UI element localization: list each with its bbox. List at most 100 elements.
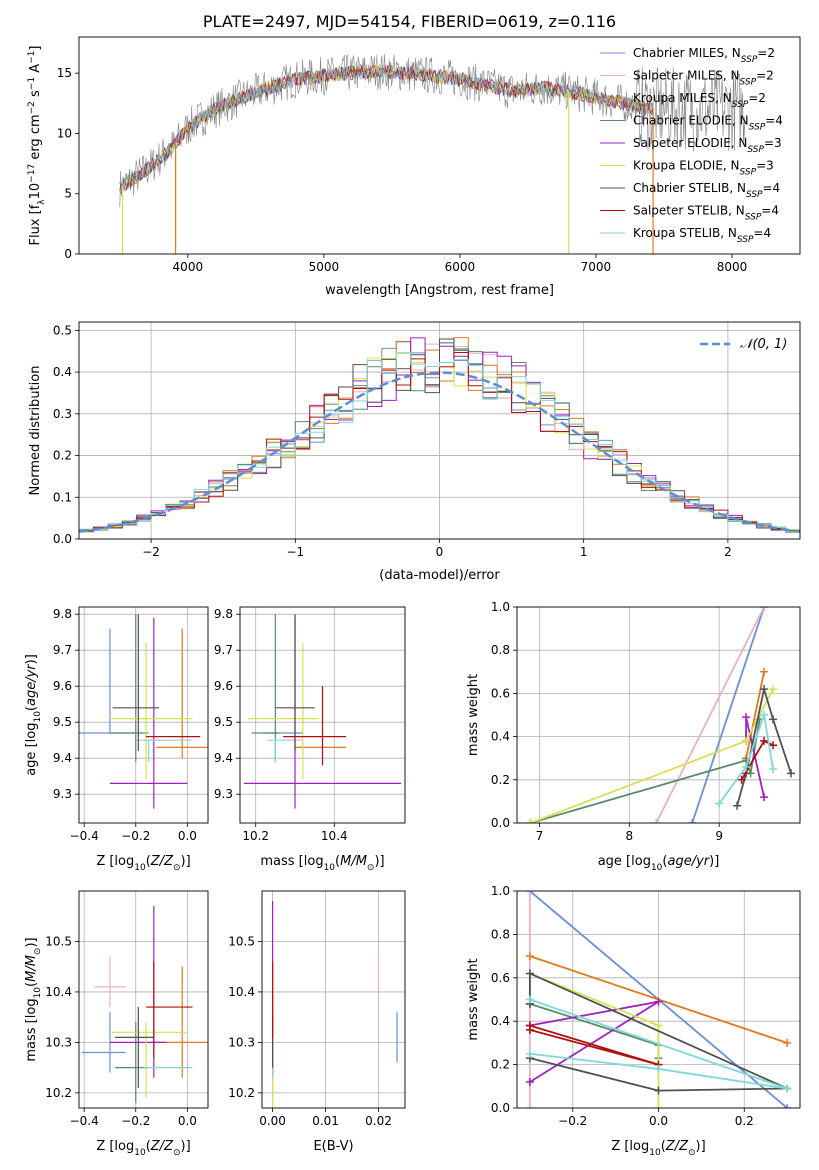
series-marker bbox=[783, 1038, 792, 1047]
series-salpeter-miles bbox=[652, 607, 769, 823]
axes-frame bbox=[239, 606, 406, 824]
series-kroupa-stelib bbox=[525, 995, 792, 1093]
point-chabrier-elodie bbox=[109, 614, 149, 762]
series-marker bbox=[760, 711, 769, 719]
y-tick-label: 10 bbox=[57, 126, 72, 140]
series-kroupa-stelib bbox=[715, 711, 778, 808]
panel-residuals: −2 −1 0 1 2 0.0 0.1 0.2 0.3 0.4 0.5 (data-model)/er… bbox=[28, 321, 801, 583]
point-kroupa-miles bbox=[151, 966, 208, 1078]
y-tick-label: 0.4 bbox=[491, 1014, 510, 1028]
model-spectrum-kroupa-stelib bbox=[119, 66, 654, 192]
series-marker bbox=[742, 762, 751, 771]
x-tick-label: 0.0 bbox=[649, 1114, 668, 1128]
point-salpeter-elodie bbox=[109, 617, 188, 809]
y-tick-label: 9.8 bbox=[214, 607, 233, 621]
point-kroupa-elodie bbox=[109, 643, 193, 780]
point-salpeter-miles bbox=[94, 956, 126, 1008]
axes-frame bbox=[78, 36, 801, 255]
y-tick-label: 0.2 bbox=[491, 773, 510, 787]
x-tick-label: 6000 bbox=[445, 260, 476, 274]
x-axis-label: (data-model)/error bbox=[379, 568, 500, 583]
model-spectrum-chabrier-miles bbox=[119, 63, 654, 192]
y-tick-label: 0.2 bbox=[491, 1058, 510, 1072]
point-kroupa-elodie bbox=[109, 1022, 188, 1098]
histogram-salpeter-stelib bbox=[79, 352, 800, 533]
point-kroupa-stelib bbox=[143, 739, 193, 762]
series-marker bbox=[654, 1021, 663, 1030]
x-tick-label: −2 bbox=[142, 545, 160, 559]
x-tick-label: −0.2 bbox=[558, 1114, 587, 1128]
y-tick-label: 10.4 bbox=[45, 985, 72, 999]
panel-age_vs_Z: −0.4 −0.2 0.0 9.3 9.4 9.5 9.6 9.7 9.8 Z [log10(Z/… bbox=[24, 606, 209, 873]
series-marker bbox=[525, 1077, 534, 1086]
series-marker bbox=[787, 769, 796, 778]
y-tick-label: 9.8 bbox=[53, 607, 72, 621]
series-kroupa-elodie bbox=[526, 685, 778, 823]
x-axis-label: Z [log10(Z/Z⊙)] bbox=[611, 1139, 705, 1158]
y-tick-label: 0.1 bbox=[53, 490, 72, 504]
x-axis-label: wavelength [Angstrom, rest frame] bbox=[325, 283, 554, 298]
panel-mass_vs_Z: −0.4 −0.2 0.0 10.2 10.3 10.4 10.5 Z [log10(Z/Z⊙… bbox=[24, 890, 209, 1158]
y-tick-label: 0.4 bbox=[53, 365, 72, 379]
series-marker bbox=[525, 952, 534, 961]
legend: Chabrier MILES, NSSP=2 Salpeter MILES, NS… bbox=[600, 46, 783, 245]
series-marker bbox=[526, 819, 535, 823]
point-chabrier-elodie bbox=[115, 1022, 149, 1103]
model-spectrum-chabrier-stelib bbox=[119, 64, 654, 193]
point-chabrier-stelib bbox=[275, 614, 315, 751]
series-line bbox=[529, 1024, 659, 1066]
x-tick-label: 7000 bbox=[581, 260, 612, 274]
x-axis-label: age [log10(age/yr)] bbox=[598, 854, 720, 873]
series-marker bbox=[769, 685, 778, 694]
y-tick-label: 9.6 bbox=[214, 679, 233, 693]
weight-lines bbox=[525, 891, 792, 1108]
x-tick-label: 0.02 bbox=[365, 1114, 392, 1128]
series-marker bbox=[769, 765, 778, 773]
series-marker bbox=[654, 1104, 663, 1108]
panel-massweight_vs_Z: −0.2 0.0 0.2 0.0 0.2 0.4 0.6 0.8 1.0 Z [log10(Z/Z… bbox=[466, 884, 801, 1158]
series-marker bbox=[769, 741, 778, 750]
point-kroupa-stelib bbox=[267, 739, 292, 762]
series-marker bbox=[715, 799, 724, 808]
y-tick-label: 10.3 bbox=[45, 1035, 72, 1049]
y-tick-label: 9.7 bbox=[214, 643, 233, 657]
y-tick-label: 9.3 bbox=[214, 787, 233, 801]
panel-spectrum: 4000 5000 6000 7000 8000 0 5 10 15 wavelength [An… bbox=[27, 36, 801, 298]
y-tick-label: 0.6 bbox=[491, 686, 510, 700]
legend-label: Kroupa MILES, NSSP=2 bbox=[633, 91, 766, 110]
y-tick-label: 9.7 bbox=[53, 643, 72, 657]
model-spectrum-salpeter-miles bbox=[119, 64, 654, 190]
legend-label: Chabrier MILES, NSSP=2 bbox=[633, 46, 775, 65]
series-marker bbox=[525, 995, 534, 1004]
legend-label: 𝒩(0, 1) bbox=[740, 337, 787, 352]
axes-frame bbox=[261, 890, 406, 1109]
y-tick-label: 9.5 bbox=[214, 715, 233, 729]
panel-age_vs_mass: 10.2 10.4 9.3 9.4 9.5 9.6 9.7 9.8 mass [log10(M/… bbox=[214, 606, 406, 873]
y-tick-label: 9.4 bbox=[214, 751, 233, 765]
legend-label: Kroupa STELIB, NSSP=4 bbox=[633, 226, 771, 245]
series-line bbox=[745, 671, 765, 759]
y-axis-label: mass [log10(M/M⊙)] bbox=[24, 937, 43, 1061]
legend-label: Salpeter ELODIE, NSSP=3 bbox=[633, 136, 782, 155]
error-bars bbox=[81, 906, 208, 1103]
y-tick-label: 9.6 bbox=[53, 679, 72, 693]
legend-label: Chabrier STELIB, NSSP=4 bbox=[633, 181, 780, 200]
y-tick-label: 10.3 bbox=[228, 1035, 255, 1049]
y-tick-label: 15 bbox=[57, 66, 72, 80]
x-axis-label: mass [log10(M/M⊙)] bbox=[260, 854, 384, 873]
point-salpeter-stelib bbox=[146, 961, 193, 1058]
error-bars bbox=[271, 901, 398, 1108]
x-tick-label: 10.2 bbox=[242, 829, 269, 843]
series-chabrier-stelib bbox=[733, 685, 796, 810]
series-kroupa-elodie bbox=[525, 969, 663, 1108]
series-marker bbox=[654, 1064, 663, 1073]
x-tick-label: 10.4 bbox=[321, 829, 348, 843]
x-tick-label: −0.4 bbox=[70, 829, 99, 843]
histograms bbox=[79, 337, 800, 535]
x-tick-label: 8 bbox=[625, 829, 633, 843]
x-tick-label: 7 bbox=[536, 829, 544, 843]
y-tick-label: 0.0 bbox=[491, 1101, 510, 1115]
error-bars bbox=[79, 614, 208, 809]
series-marker bbox=[525, 891, 534, 895]
series-line bbox=[529, 998, 788, 1090]
